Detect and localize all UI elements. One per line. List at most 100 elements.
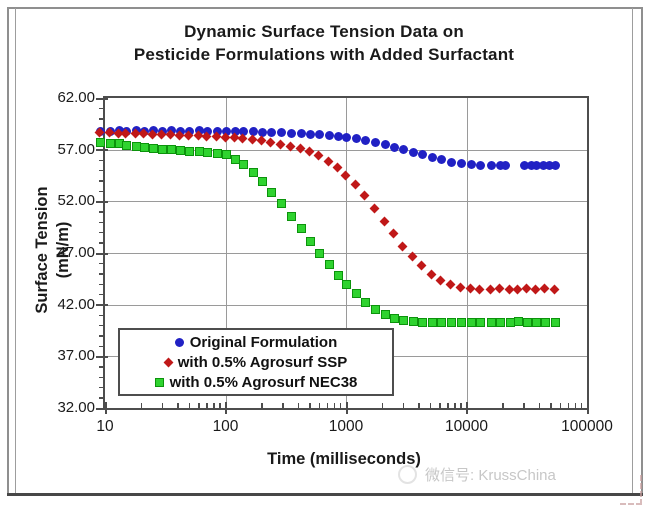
y-major-tick bbox=[96, 97, 108, 100]
x-minor-tick bbox=[333, 403, 336, 408]
x-minor-tick bbox=[198, 403, 200, 408]
data-point-circle bbox=[342, 132, 351, 142]
data-point-circle bbox=[496, 161, 506, 171]
y-minor-tick bbox=[99, 190, 105, 192]
x-minor-tick bbox=[282, 403, 284, 408]
data-point-square bbox=[467, 318, 477, 328]
watermark-text: 微信号: KrussChina bbox=[425, 467, 556, 484]
data-point-square bbox=[399, 316, 409, 326]
data-point-circle bbox=[305, 129, 315, 139]
data-point-diamond bbox=[416, 260, 427, 271]
data-point-circle bbox=[544, 161, 554, 171]
data-point-circle bbox=[231, 127, 241, 137]
x-minor-tick bbox=[188, 403, 191, 408]
data-point-circle bbox=[351, 134, 361, 144]
data-point-square bbox=[221, 149, 231, 159]
chart-title-line1: Dynamic Surface Tension Data on bbox=[184, 22, 464, 41]
data-point-circle bbox=[315, 130, 325, 140]
watermark-logo-icon bbox=[398, 465, 417, 484]
data-point-square bbox=[148, 143, 158, 153]
y-minor-tick bbox=[99, 345, 105, 347]
legend: Original Formulation with 0.5% Agrosurf S… bbox=[118, 328, 394, 396]
x-minor-tick bbox=[219, 403, 221, 408]
data-point-circle bbox=[361, 135, 371, 145]
y-minor-tick bbox=[99, 221, 105, 223]
data-point-square bbox=[334, 270, 344, 280]
data-point-circle bbox=[212, 127, 222, 137]
x-major-tick bbox=[104, 402, 107, 414]
data-point-square bbox=[267, 188, 277, 198]
data-point-circle bbox=[409, 147, 419, 157]
frame-border-left-inner bbox=[15, 8, 16, 494]
data-point-diamond bbox=[332, 162, 343, 173]
y-tick-label: 57.00 bbox=[57, 140, 95, 158]
x-major-tick bbox=[225, 402, 227, 414]
x-major-tick bbox=[345, 402, 348, 414]
data-point-square bbox=[550, 318, 560, 328]
x-minor-tick bbox=[567, 403, 570, 408]
x-minor-tick bbox=[418, 403, 420, 408]
y-major-tick bbox=[96, 407, 108, 410]
y-minor-tick bbox=[99, 283, 105, 285]
watermark: 微信号: KrussChina bbox=[398, 464, 556, 485]
x-minor-tick bbox=[140, 403, 143, 408]
data-point-circle bbox=[456, 159, 466, 169]
legend-item: Original Formulation bbox=[120, 333, 392, 352]
gridline-horizontal bbox=[105, 253, 587, 254]
data-point-square bbox=[315, 249, 325, 258]
data-point-diamond bbox=[379, 216, 390, 227]
data-point-diamond bbox=[295, 143, 306, 154]
data-point-diamond bbox=[256, 135, 267, 146]
data-point-square bbox=[231, 154, 241, 164]
data-point-diamond bbox=[455, 282, 466, 293]
data-point-square bbox=[202, 147, 212, 157]
frame-border-right-outer bbox=[641, 7, 643, 495]
frame-border-right-inner bbox=[632, 8, 633, 494]
data-point-circle bbox=[437, 155, 447, 165]
data-point-square bbox=[166, 145, 176, 155]
data-point-circle bbox=[467, 160, 477, 170]
x-minor-tick bbox=[326, 403, 329, 408]
legend-item: with 0.5% Agrosurf SSP bbox=[120, 353, 392, 372]
data-point-diamond bbox=[323, 156, 334, 166]
y-minor-tick bbox=[99, 231, 105, 234]
data-point-square bbox=[476, 318, 486, 328]
x-major-tick bbox=[586, 402, 589, 414]
data-point-diamond bbox=[494, 283, 505, 294]
data-point-square bbox=[122, 140, 132, 150]
data-point-square bbox=[296, 224, 306, 234]
frame-border-left-outer bbox=[7, 7, 9, 495]
legend-label: with 0.5% Agrosurf NEC38 bbox=[169, 373, 358, 391]
x-tick-label: 10000 bbox=[444, 418, 489, 435]
x-tick-label: 1000 bbox=[328, 418, 364, 435]
y-tick-label: 52.00 bbox=[57, 192, 95, 210]
y-minor-tick bbox=[99, 314, 105, 316]
x-minor-tick bbox=[261, 403, 263, 408]
data-point-diamond bbox=[398, 241, 408, 252]
data-point-circle bbox=[389, 142, 399, 152]
x-tick-label: 100 bbox=[212, 418, 239, 435]
data-point-diamond bbox=[513, 284, 523, 295]
data-point-diamond bbox=[388, 228, 399, 239]
data-point-circle bbox=[519, 161, 529, 171]
y-major-tick bbox=[96, 149, 108, 152]
data-point-circle bbox=[324, 130, 334, 140]
y-major-tick bbox=[96, 200, 108, 203]
y-minor-tick bbox=[99, 293, 105, 296]
data-point-circle bbox=[550, 161, 560, 171]
legend-square-icon bbox=[154, 377, 164, 387]
y-tick-label: 62.00 bbox=[57, 89, 95, 106]
data-point-circle bbox=[532, 161, 542, 171]
data-point-diamond bbox=[340, 170, 351, 180]
data-point-square bbox=[437, 318, 447, 328]
data-point-circle bbox=[267, 127, 277, 137]
y-minor-tick bbox=[99, 366, 105, 368]
x-minor-tick bbox=[523, 403, 525, 408]
x-minor-tick bbox=[297, 403, 300, 408]
data-point-circle bbox=[447, 157, 457, 167]
data-point-diamond bbox=[350, 179, 360, 190]
data-point-square bbox=[447, 318, 457, 328]
data-point-square bbox=[185, 146, 195, 156]
data-point-square bbox=[212, 148, 222, 158]
data-point-square bbox=[514, 317, 524, 327]
